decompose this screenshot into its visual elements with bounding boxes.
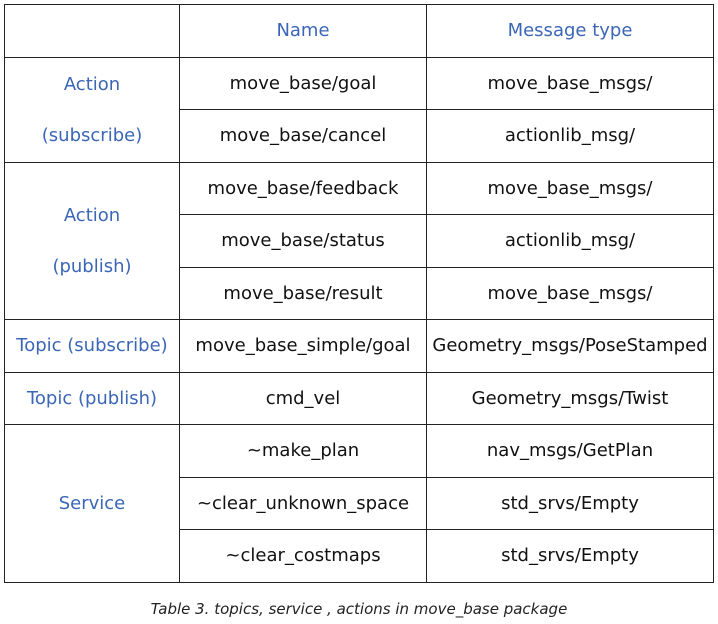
name-cell: move_base/status bbox=[179, 214, 427, 268]
table-row: Action (publish) move_base/feedback move… bbox=[4, 161, 714, 320]
name-cell: move_base/result bbox=[179, 266, 427, 320]
table-row: Topic (subscribe) move_base_simple/goal … bbox=[4, 319, 714, 373]
type-cell: move_base_msgs/ bbox=[426, 161, 714, 215]
table-row: move_base/status actionlib_msg/ bbox=[5, 214, 714, 268]
header-name: Name bbox=[179, 4, 427, 58]
name-cell: move_base/cancel bbox=[179, 109, 427, 163]
name-cell: move_base_simple/goal bbox=[179, 319, 427, 373]
type-cell: move_base_msgs/ bbox=[426, 56, 714, 110]
name-cell: cmd_vel bbox=[179, 371, 427, 425]
category-cell-topic-subscribe: Topic (subscribe) bbox=[4, 319, 180, 373]
name-cell: ~clear_unknown_space bbox=[179, 476, 427, 530]
category-cell-topic-publish: Topic (publish) bbox=[4, 371, 180, 425]
type-cell: Geometry_msgs/PoseStamped bbox=[426, 319, 714, 373]
move-base-table: Name Message type Action (subscribe) mov… bbox=[4, 4, 714, 583]
type-cell: actionlib_msg/ bbox=[426, 214, 714, 268]
type-cell: nav_msgs/GetPlan bbox=[426, 424, 714, 478]
type-cell: std_srvs/Empty bbox=[426, 529, 714, 583]
type-cell: std_srvs/Empty bbox=[426, 476, 714, 530]
category-label-line: (subscribe) bbox=[41, 124, 143, 146]
category-cell-service: Service bbox=[4, 424, 180, 583]
category-cell-action-publish: Action (publish) bbox=[4, 161, 180, 320]
name-cell: move_base/goal bbox=[179, 56, 427, 110]
category-label-line: Action bbox=[63, 204, 121, 226]
table-container: Name Message type Action (subscribe) mov… bbox=[4, 4, 714, 583]
header-message-type: Message type bbox=[426, 4, 714, 58]
category-label-line: (publish) bbox=[52, 255, 132, 277]
type-cell: Geometry_msgs/Twist bbox=[426, 371, 714, 425]
type-cell: actionlib_msg/ bbox=[426, 109, 714, 163]
table-row: Service ~make_plan nav_msgs/GetPlan bbox=[4, 424, 714, 583]
table-row: Action (subscribe) move_base/goal move_b… bbox=[4, 56, 714, 163]
table-row: ~clear_unknown_space std_srvs/Empty bbox=[5, 476, 714, 530]
table-row: move_base/cancel actionlib_msg/ bbox=[5, 109, 714, 163]
table-row: Topic (publish) cmd_vel Geometry_msgs/Tw… bbox=[4, 371, 714, 425]
name-cell: move_base/feedback bbox=[179, 161, 427, 215]
name-cell: ~clear_costmaps bbox=[179, 529, 427, 583]
table-row: ~clear_costmaps std_srvs/Empty bbox=[5, 529, 714, 583]
table-caption: Table 3. topics, service , actions in mo… bbox=[150, 600, 568, 618]
type-cell: move_base_msgs/ bbox=[426, 266, 714, 320]
category-label-line: Action bbox=[63, 73, 121, 95]
table-row: move_base/result move_base_msgs/ bbox=[5, 266, 714, 320]
name-cell: ~make_plan bbox=[179, 424, 427, 478]
category-cell-action-subscribe: Action (subscribe) bbox=[4, 56, 180, 163]
header-empty-cell bbox=[4, 4, 180, 58]
header-row: Name Message type bbox=[4, 4, 714, 58]
